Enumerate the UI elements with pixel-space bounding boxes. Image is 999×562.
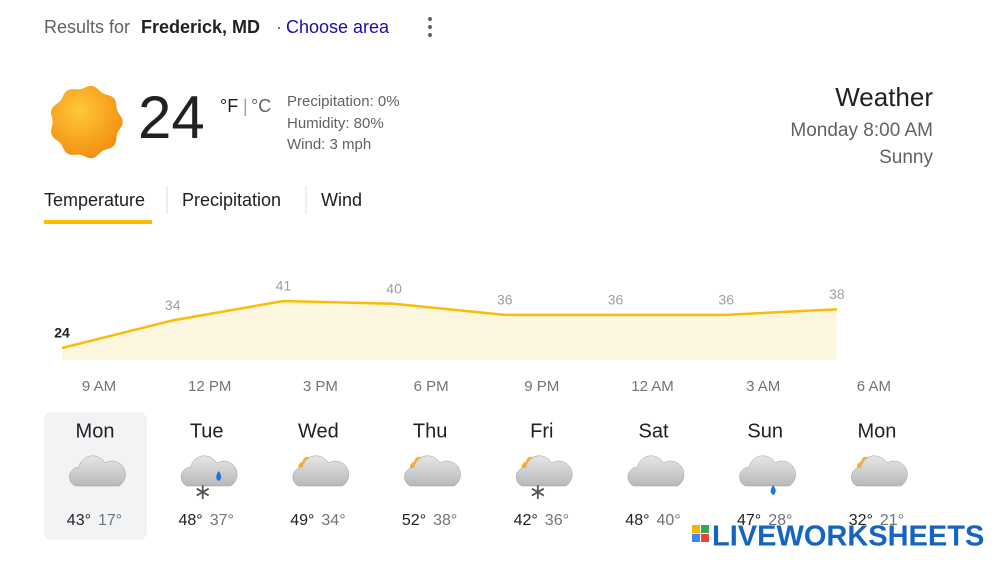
forecast-day: Tue [190, 420, 224, 442]
humidity: Humidity: 80% [287, 115, 384, 132]
forecast-high: 32° [849, 512, 873, 529]
x-tick-label: 12 PM [188, 378, 231, 395]
cloud [739, 455, 796, 487]
watermark: LIVEWORKSHEETS [712, 521, 984, 553]
forecast-low: 38° [433, 512, 457, 529]
tab-underline [44, 220, 152, 224]
forecast-high: 52° [402, 512, 426, 529]
forecast-low: 36° [545, 512, 569, 529]
raindrop [216, 471, 222, 481]
forecast-high: 42° [514, 512, 538, 529]
weather-icon [851, 455, 908, 487]
value-label: 40 [386, 280, 402, 296]
x-tick-label: 6 AM [857, 378, 891, 395]
forecast-day: Fri [530, 420, 553, 442]
forecast-low: 21° [880, 512, 904, 529]
forecast-low: 28° [768, 512, 792, 529]
x-tick-label: 6 PM [414, 378, 449, 395]
forecast-day: Thu [413, 420, 447, 442]
value-label: 36 [608, 292, 624, 308]
raindrop [770, 485, 776, 495]
forecast-high: 48° [178, 512, 202, 529]
value-label: 36 [718, 292, 734, 308]
cloud [851, 455, 908, 487]
cloud [180, 455, 238, 487]
snow: ∗ [193, 479, 211, 504]
weather-icon [292, 455, 350, 487]
forecast-day: Mon [76, 420, 115, 442]
forecast-high: 49° [290, 512, 314, 529]
summary-time: Monday 8:00 AM [790, 120, 933, 141]
sun-icon [51, 85, 123, 159]
current-temperature: 24 [138, 84, 205, 151]
x-tick-label: 12 AM [631, 378, 674, 395]
weather-icon: ∗ [180, 455, 238, 504]
separator: · [276, 17, 282, 37]
temperature-line [61, 299, 837, 350]
watermark-logo [692, 525, 709, 542]
location: Frederick, MD [141, 17, 260, 37]
precipitation: Precipitation: 0% [287, 93, 400, 110]
unit-f[interactable]: °F [220, 96, 238, 116]
weather-icon [69, 455, 126, 487]
forecast-high: 43° [67, 512, 91, 529]
cloud [627, 455, 685, 487]
forecast-day: Sat [638, 420, 668, 442]
unit-c[interactable]: °C [251, 96, 271, 116]
x-tick-label: 3 PM [303, 378, 338, 395]
forecast-low: 40° [657, 512, 681, 529]
weather-icon [627, 455, 685, 487]
cloud [69, 455, 126, 487]
wind: Wind: 3 mph [287, 136, 371, 153]
unit-separator: | [243, 96, 248, 116]
more-menu[interactable] [428, 17, 432, 37]
forecast-day: Wed [298, 420, 339, 442]
summary-condition: Sunny [879, 147, 933, 168]
weather-icon: ∗ [515, 455, 573, 504]
value-label: 36 [497, 292, 513, 308]
choose-area-link[interactable]: Choose area [286, 17, 390, 37]
x-tick-label: 3 AM [746, 378, 780, 395]
x-tick-label: 9 AM [82, 378, 116, 395]
forecast-day: Sun [747, 420, 783, 442]
forecast-low: 37° [210, 512, 234, 529]
value-label: 24 [54, 325, 70, 341]
forecast-high: 48° [625, 512, 649, 529]
cloud [292, 455, 350, 487]
results-prefix: Results for [44, 17, 130, 37]
forecast-low: 34° [321, 512, 345, 529]
forecast-low: 17° [98, 512, 122, 529]
value-label: 41 [276, 278, 292, 294]
forecast-high: 47° [737, 512, 761, 529]
cloud [515, 455, 573, 487]
snow: ∗ [529, 479, 547, 504]
sun [51, 85, 123, 159]
x-tick-label: 9 PM [524, 378, 559, 395]
tab[interactable]: Precipitation [182, 190, 281, 210]
tab[interactable]: Temperature [44, 190, 145, 210]
value-label: 34 [165, 297, 181, 313]
value-label: 38 [829, 286, 845, 302]
weather-icon [404, 455, 461, 487]
forecast-day: Mon [857, 420, 896, 442]
cloud [404, 455, 461, 487]
summary-title: Weather [835, 82, 933, 112]
weather-icon [739, 455, 796, 495]
tab[interactable]: Wind [321, 190, 362, 210]
